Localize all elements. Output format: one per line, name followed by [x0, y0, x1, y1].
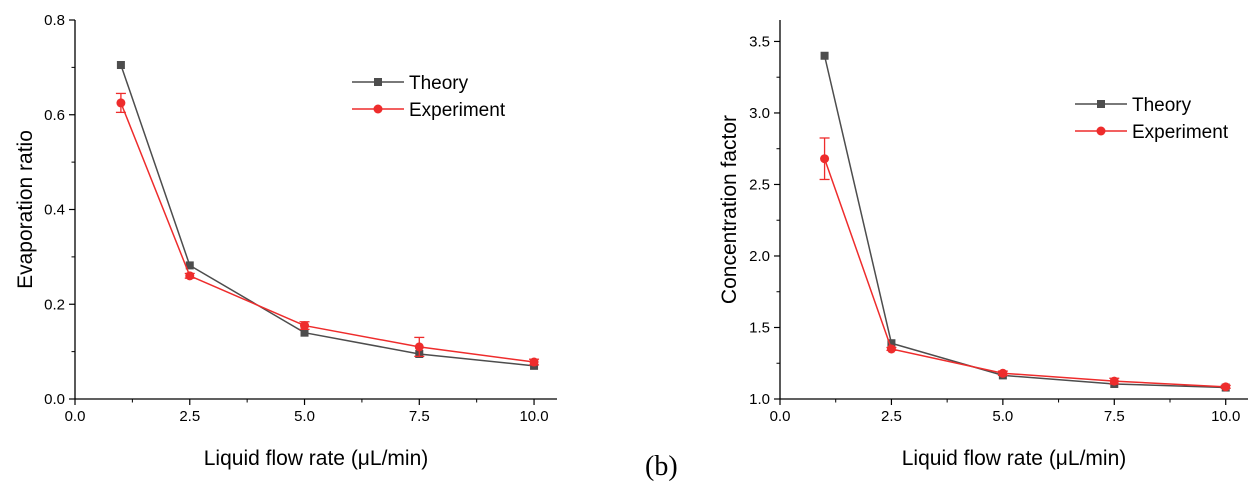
data-point-theory [887, 339, 896, 348]
data-point-experiment [116, 98, 126, 108]
x-axis-label: Liquid flow rate (μL/min) [902, 447, 1127, 470]
y-tick-label: 0.4 [44, 202, 65, 219]
y-axis-label: Concentration factor [718, 115, 741, 304]
y-tick-label: 1.0 [749, 391, 770, 408]
x-tick-label: 0.0 [770, 408, 791, 425]
legend-marker [374, 78, 382, 86]
x-tick-label: 0.0 [65, 408, 86, 425]
legend-marker [1097, 100, 1105, 108]
chart-evaporation-ratio: 0.0 2.5 5.0 7.5 10.0 0.0 0.2 0.4 0.6 0.8 Liquid fl… [14, 12, 557, 470]
data-point-experiment [820, 154, 830, 164]
y-tick-label: 3.5 [749, 33, 770, 50]
x-tick-label: 5.0 [992, 408, 1013, 425]
data-point-theory [185, 261, 194, 270]
data-point-experiment [998, 368, 1008, 378]
x-tick-label: 7.5 [409, 408, 430, 425]
x-tick-label: 5.0 [294, 408, 315, 425]
data-point-experiment [185, 271, 195, 281]
x-tick-label: 10.0 [519, 408, 548, 425]
y-tick-label: 2.0 [749, 248, 770, 265]
y-tick-label: 0.8 [44, 12, 65, 29]
data-point-theory [116, 61, 125, 70]
chart-concentration-factor: 0.0 2.5 5.0 7.5 10.0 1.0 1.5 2.0 2.5 3.0 3.5 Liquid… [718, 20, 1248, 470]
legend-label: Theory [409, 73, 469, 94]
x-tick-label: 2.5 [179, 408, 200, 425]
x-axis-label: Liquid flow rate (μL/min) [204, 447, 429, 470]
data-point-experiment [300, 321, 310, 331]
y-tick-label: 2.5 [749, 176, 770, 193]
data-point-experiment [1109, 376, 1119, 386]
data-point-experiment [414, 342, 424, 352]
data-point-experiment [886, 344, 896, 354]
y-axis-label: Evaporation ratio [14, 130, 37, 289]
y-tick-label: 0.6 [44, 107, 65, 124]
legend-label: Theory [1132, 95, 1192, 116]
y-tick-label: 0.0 [44, 391, 65, 408]
data-point-experiment [529, 357, 539, 367]
y-tick-label: 1.5 [749, 319, 770, 336]
series-line-experiment [823, 158, 1226, 388]
data-point-theory [820, 51, 829, 60]
x-tick-label: 2.5 [881, 408, 902, 425]
panel-label: (b) [645, 451, 678, 482]
data-point-experiment [1221, 382, 1231, 392]
y-tick-label: 0.2 [44, 296, 65, 313]
legend-label: Experiment [1132, 122, 1229, 143]
x-tick-label: 10.0 [1211, 408, 1240, 425]
data-point-theory [300, 328, 309, 337]
legend-label: Experiment [409, 100, 506, 121]
x-tick-label: 7.5 [1104, 408, 1125, 425]
legend-marker [373, 104, 383, 114]
series-line-experiment [120, 102, 535, 363]
y-tick-label: 3.0 [749, 105, 770, 122]
legend-marker [1096, 126, 1106, 136]
